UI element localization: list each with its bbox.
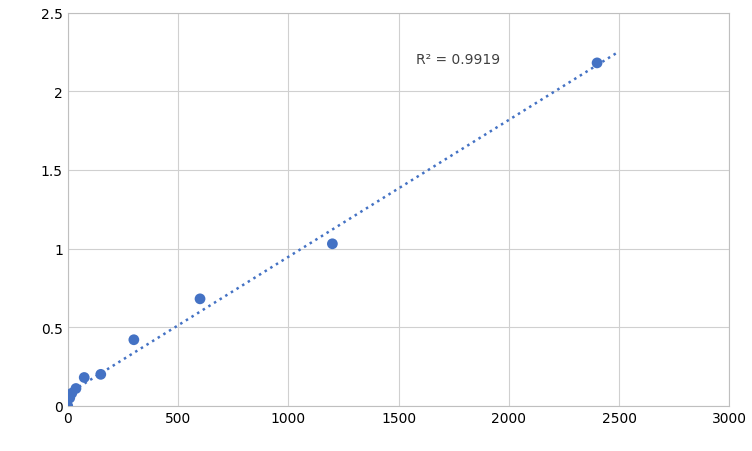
Text: R² = 0.9919: R² = 0.9919 xyxy=(416,53,500,67)
Point xyxy=(70,385,82,392)
Point xyxy=(326,241,338,248)
Point xyxy=(62,402,74,410)
Point xyxy=(95,371,107,378)
Point xyxy=(78,374,90,381)
Point xyxy=(64,395,76,402)
Point xyxy=(128,336,140,344)
Point xyxy=(194,295,206,303)
Point xyxy=(591,60,603,67)
Point xyxy=(66,390,77,397)
